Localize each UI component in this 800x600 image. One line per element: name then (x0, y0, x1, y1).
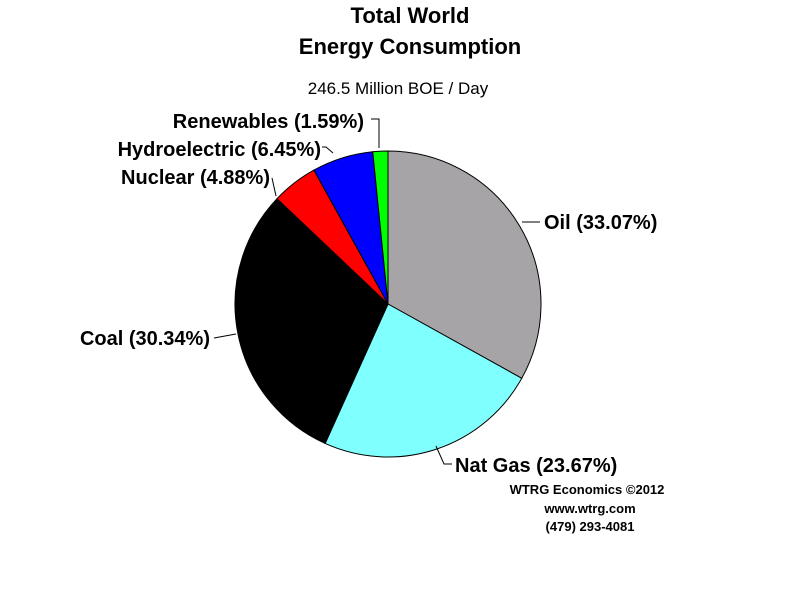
pie-slice-renewables (372, 150, 389, 305)
chart-subtitle: 246.5 Million BOE / Day (308, 79, 489, 98)
slice-label-oil: Oil (33.07%) (544, 212, 657, 234)
leader-line-nat-gas (435, 445, 452, 465)
slice-label-coal: Coal (30.34%) (80, 328, 210, 350)
leader-line-coal (213, 333, 237, 339)
pie-slice-oil (387, 150, 542, 379)
credit-phone: (479) 293-4081 (546, 519, 635, 534)
pie-slice-coal (234, 197, 389, 445)
slice-label-nuclear: Nuclear (4.88%) (121, 167, 270, 189)
pie-slices (234, 150, 542, 458)
slice-label-renewables: Renewables (1.59%) (173, 111, 364, 133)
leader-line-renewables (371, 118, 380, 148)
slice-label-nat-gas: Nat Gas (23.67%) (455, 455, 617, 477)
slice-label-hydroelectric: Hydroelectric (6.45%) (118, 139, 321, 161)
slice-leader-lines (213, 118, 540, 465)
leader-line-hydroelectric (322, 146, 334, 154)
credit-website: www.wtrg.com (543, 501, 635, 516)
pie-slice-nat-gas (324, 303, 523, 458)
leader-line-nuclear (271, 177, 277, 197)
slice-labels: Oil (33.07%) Nat Gas (23.67%) Coal (30.34%… (80, 111, 657, 477)
credit-company: WTRG Economics ©2012 (510, 482, 665, 497)
chart-title-line-1: Total World (351, 3, 470, 28)
chart-title-line-2: Energy Consumption (299, 34, 521, 59)
